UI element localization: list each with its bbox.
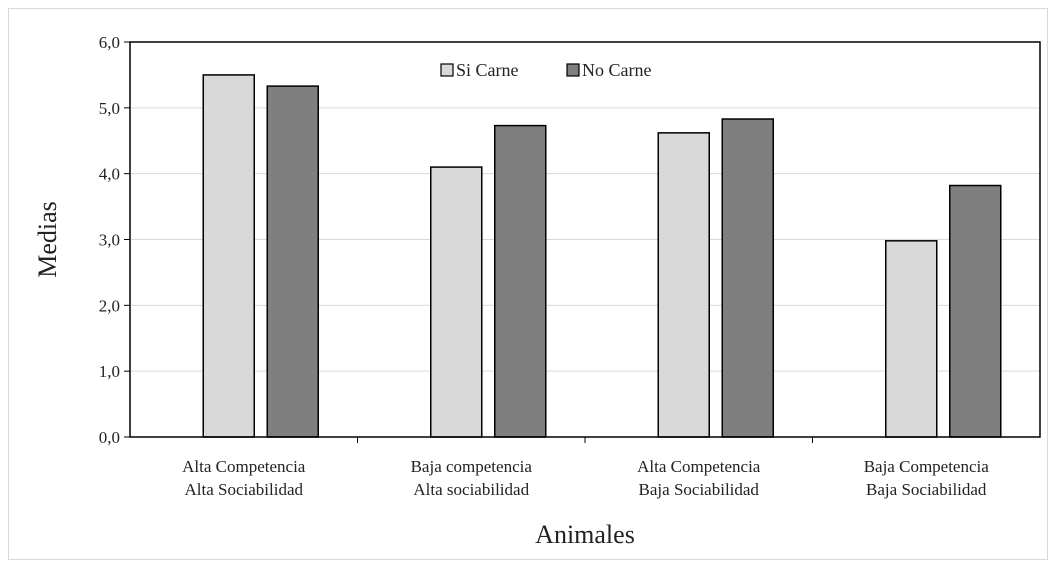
bar-no-carne xyxy=(266,85,319,438)
bar-si-carne xyxy=(657,132,710,438)
x-category-label: Baja Competencia Baja Sociabilidad xyxy=(864,457,990,499)
y-axis-title: Medias xyxy=(33,201,62,278)
legend-swatch xyxy=(566,63,580,77)
y-tick-label: 2,0 xyxy=(99,296,120,315)
bar-no-carne xyxy=(949,184,1002,438)
y-tick-label: 1,0 xyxy=(99,362,120,381)
y-tick-label: 0,0 xyxy=(99,428,120,447)
bar-si-carne xyxy=(202,74,255,438)
y-tick-label: 5,0 xyxy=(99,99,120,118)
y-tick-labels: 0,0 1,0 2,0 3,0 4,0 5,0 6,0 xyxy=(99,33,130,447)
y-tick-label: 4,0 xyxy=(99,165,120,184)
x-category-label: Alta Competencia Alta Sociabilidad xyxy=(182,457,306,499)
legend-swatch xyxy=(440,63,454,77)
x-axis-title: Animales xyxy=(535,520,635,549)
x-category-labels: Alta Competencia Alta Sociabilidad Baja co… xyxy=(182,457,989,499)
bar-no-carne xyxy=(721,118,774,438)
x-category-label: Alta Competencia Baja Sociabilidad xyxy=(637,457,761,499)
y-tick-label: 6,0 xyxy=(99,33,120,52)
x-category-label: Baja competencia Alta sociabilidad xyxy=(411,457,533,499)
y-tick-label: 3,0 xyxy=(99,231,120,250)
bars xyxy=(202,74,1002,443)
bar-si-carne xyxy=(430,166,483,438)
bar-si-carne xyxy=(885,240,938,438)
legend: Si Carne No Carne xyxy=(440,60,651,80)
bar-no-carne xyxy=(494,124,547,438)
legend-label: No Carne xyxy=(582,60,651,80)
legend-label: Si Carne xyxy=(456,60,519,80)
